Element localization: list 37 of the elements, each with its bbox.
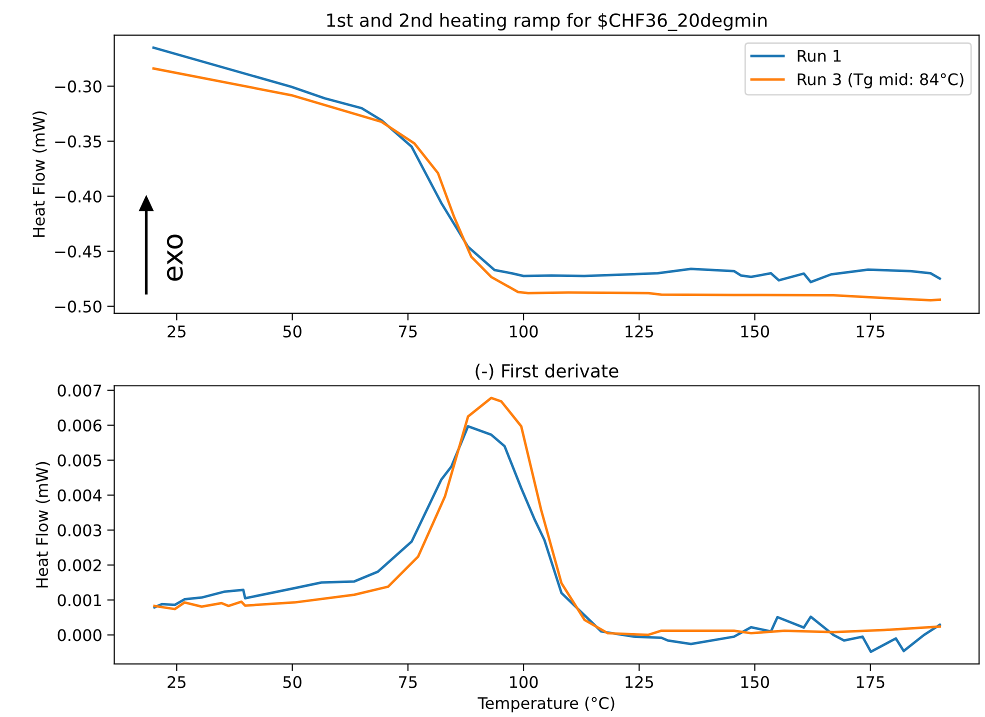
annotation: exo	[166, 234, 183, 281]
y-tick-label: −0.40	[55, 190, 102, 203]
x-tick-label: 50	[283, 325, 302, 338]
chart-title: (-) First derivate	[476, 364, 618, 380]
x-tick-label: 125	[626, 325, 654, 338]
y-tick-label: −0.35	[55, 135, 102, 148]
y-tick-label: 0.000	[58, 629, 102, 642]
x-tick-label: 175	[856, 326, 884, 338]
y-axis-title: Heat Flow (mW)	[36, 462, 50, 588]
line-series	[153, 425, 942, 653]
chart-title: 1st and 2nd heating ramp for $CHF36_20degmin	[327, 13, 767, 32]
x-tick-label: 25	[168, 676, 186, 688]
x-axis-title: Temperature (°C)	[478, 696, 614, 712]
y-tick-label: 0.005	[58, 454, 102, 466]
x-tick-label: 150	[741, 676, 769, 688]
x-tick-label: 150	[741, 325, 769, 338]
y-tick-label: −0.50	[55, 300, 102, 313]
x-tick-label: 100	[510, 325, 538, 338]
y-tick-label: 0.004	[58, 489, 102, 502]
x-tick-label: 100	[510, 676, 538, 688]
y-tick-label: −0.45	[55, 245, 102, 258]
x-tick-label: 125	[626, 676, 654, 688]
y-tick-label: 0.006	[58, 419, 102, 432]
legend-label: Run 1	[798, 50, 841, 62]
y-tick-label: −0.30	[55, 80, 102, 92]
x-tick-label: 25	[168, 325, 186, 338]
y-axis-title: Heat Flow (mW)	[32, 111, 47, 237]
y-tick-label: 0.001	[58, 594, 101, 606]
x-tick-label: 75	[399, 326, 417, 338]
y-tick-label: 0.007	[58, 384, 102, 397]
y-tick-label: 0.003	[58, 524, 102, 536]
x-tick-label: 175	[856, 676, 884, 688]
y-tick-label: 0.002	[58, 559, 101, 572]
x-tick-label: 75	[399, 676, 417, 688]
line-series	[153, 396, 942, 636]
x-tick-label: 50	[283, 676, 302, 688]
legend-label: Run 3 (Tg mid: 84°C)	[798, 72, 964, 88]
